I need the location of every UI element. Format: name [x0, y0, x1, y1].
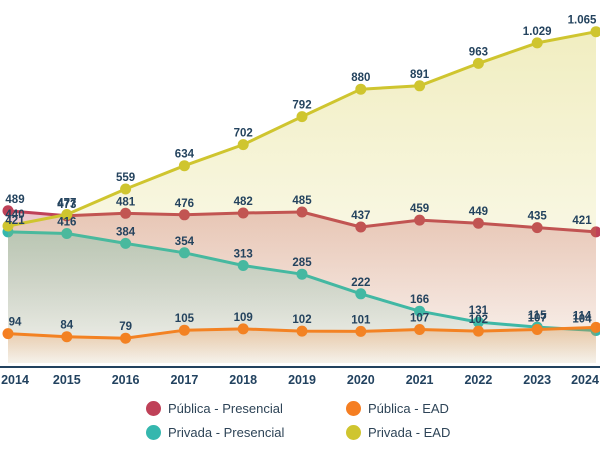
data-label: 1.029 [523, 26, 552, 38]
data-label: 440 [5, 209, 24, 221]
point-privada-ead-2014[interactable] [2, 220, 14, 232]
data-label: 634 [175, 149, 195, 161]
data-label: 104 [572, 314, 592, 326]
data-label: 481 [116, 196, 136, 208]
data-label: 482 [234, 196, 253, 208]
x-axis-label: 2014 [1, 373, 29, 387]
x-axis-label: 2023 [523, 373, 551, 387]
x-axis-label: 2021 [406, 373, 434, 387]
area-privada-ead [8, 31, 596, 363]
legend-item-privada-presencial[interactable]: Privada - Presencial [146, 425, 346, 440]
data-label: 101 [351, 314, 371, 326]
point-privada-ead-2021[interactable] [414, 80, 426, 92]
data-label: 485 [292, 195, 312, 207]
data-label: 702 [234, 128, 253, 140]
data-label: 384 [116, 226, 136, 238]
data-label: 459 [410, 203, 429, 215]
data-label: 963 [469, 46, 488, 58]
data-label: 114 [573, 310, 592, 322]
data-label: 435 [528, 211, 548, 223]
legend-label: Privada - EAD [368, 425, 451, 440]
data-label: 477 [57, 198, 76, 210]
point-privada-ead-2018[interactable] [237, 139, 249, 151]
x-axis-label: 2016 [112, 373, 140, 387]
data-label: 891 [410, 69, 430, 81]
data-label: 416 [57, 217, 76, 229]
point-privada-ead-2024[interactable] [590, 26, 600, 38]
data-label: 109 [234, 312, 253, 324]
data-label: 107 [410, 313, 429, 325]
data-label: 354 [175, 236, 195, 248]
data-label: 792 [292, 100, 311, 112]
legend-label: Pública - Presencial [168, 401, 283, 416]
point-privada-ead-2022[interactable] [472, 57, 484, 69]
data-label: 107 [528, 313, 547, 325]
point-p-blica-presencial-2014[interactable] [2, 205, 14, 217]
data-label: 84 [60, 320, 73, 332]
data-label: 473 [57, 199, 76, 211]
data-label: 102 [292, 314, 311, 326]
point-privada-ead-2023[interactable] [531, 37, 543, 49]
x-axis-label: 2018 [229, 373, 257, 387]
data-label: 131 [469, 305, 489, 317]
data-label: 313 [234, 249, 253, 261]
point-privada-ead-2015[interactable] [61, 209, 73, 220]
point-privada-ead-2019[interactable] [296, 111, 308, 123]
legend-label: Privada - Presencial [168, 425, 285, 440]
x-axis-label: 2017 [170, 373, 198, 387]
data-label: 421 [5, 215, 25, 227]
x-axis-label: 2019 [288, 373, 316, 387]
legend-marker-icon [146, 425, 161, 440]
chart-legend: Pública - Presencial Pública - EAD Priva… [146, 401, 450, 440]
data-label: 449 [469, 206, 488, 218]
legend-item-publica-presencial[interactable]: Pública - Presencial [146, 401, 346, 416]
data-label: 476 [175, 198, 194, 210]
legend-label: Pública - EAD [368, 401, 449, 416]
x-axis-label: 2024 [571, 373, 599, 387]
legend-marker-icon [346, 425, 361, 440]
data-label: 79 [119, 321, 132, 333]
data-label: 94 [9, 317, 22, 329]
data-label: 437 [351, 210, 370, 222]
point-privada-ead-2016[interactable] [120, 183, 132, 195]
data-label: 222 [351, 277, 370, 289]
legend-marker-icon [346, 401, 361, 416]
data-label: 1.065 [568, 15, 597, 27]
data-label: 285 [292, 257, 312, 269]
data-label: 489 [5, 194, 24, 206]
x-axis-label: 2015 [53, 373, 81, 387]
point-privada-ead-2020[interactable] [355, 83, 367, 95]
data-label: 559 [116, 172, 135, 184]
x-axis-label: 2020 [347, 373, 375, 387]
data-label: 102 [469, 314, 488, 326]
legend-item-publica-ead[interactable]: Pública - EAD [346, 401, 450, 416]
x-axis-label: 2022 [464, 373, 492, 387]
legend-item-privada-ead[interactable]: Privada - EAD [346, 425, 450, 440]
data-label: 105 [175, 313, 195, 325]
data-label: 880 [351, 72, 370, 84]
legend-marker-icon [146, 401, 161, 416]
data-label: 166 [410, 294, 429, 306]
data-label: 115 [528, 310, 547, 322]
point-privada-ead-2017[interactable] [178, 160, 190, 172]
data-label: 421 [572, 215, 592, 227]
